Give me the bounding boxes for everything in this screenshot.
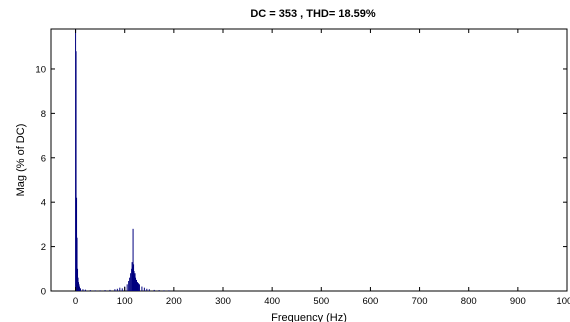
x-tick-label: 200 [166, 296, 182, 307]
x-tick-label: 400 [264, 296, 280, 307]
y-tick-label: 8 [41, 109, 46, 120]
spectrum-bars [75, 29, 175, 291]
x-tick-label: 900 [510, 296, 526, 307]
y-tick-label: 4 [41, 198, 46, 209]
plot-area [50, 28, 568, 292]
y-tick-label: 6 [41, 153, 46, 164]
x-tick-label: 700 [412, 296, 428, 307]
x-tick-label: 0 [73, 296, 78, 307]
chart-title: DC = 353 , THD= 18.59% [250, 8, 376, 20]
y-tick-label: 2 [41, 242, 46, 253]
x-tick-label: 600 [362, 296, 378, 307]
y-axis-label: Mag (% of DC) [15, 124, 27, 197]
x-tick-label: 500 [313, 296, 329, 307]
x-axis-label: Frequency (Hz) [271, 312, 347, 322]
y-tick-label: 0 [41, 287, 46, 298]
x-tick-label: 100 [117, 296, 133, 307]
x-tick-label: 800 [461, 296, 477, 307]
y-axis: 0 2 4 6 8 10 [35, 64, 567, 298]
x-tick-label: 300 [215, 296, 231, 307]
y-tick-label: 10 [35, 64, 46, 75]
